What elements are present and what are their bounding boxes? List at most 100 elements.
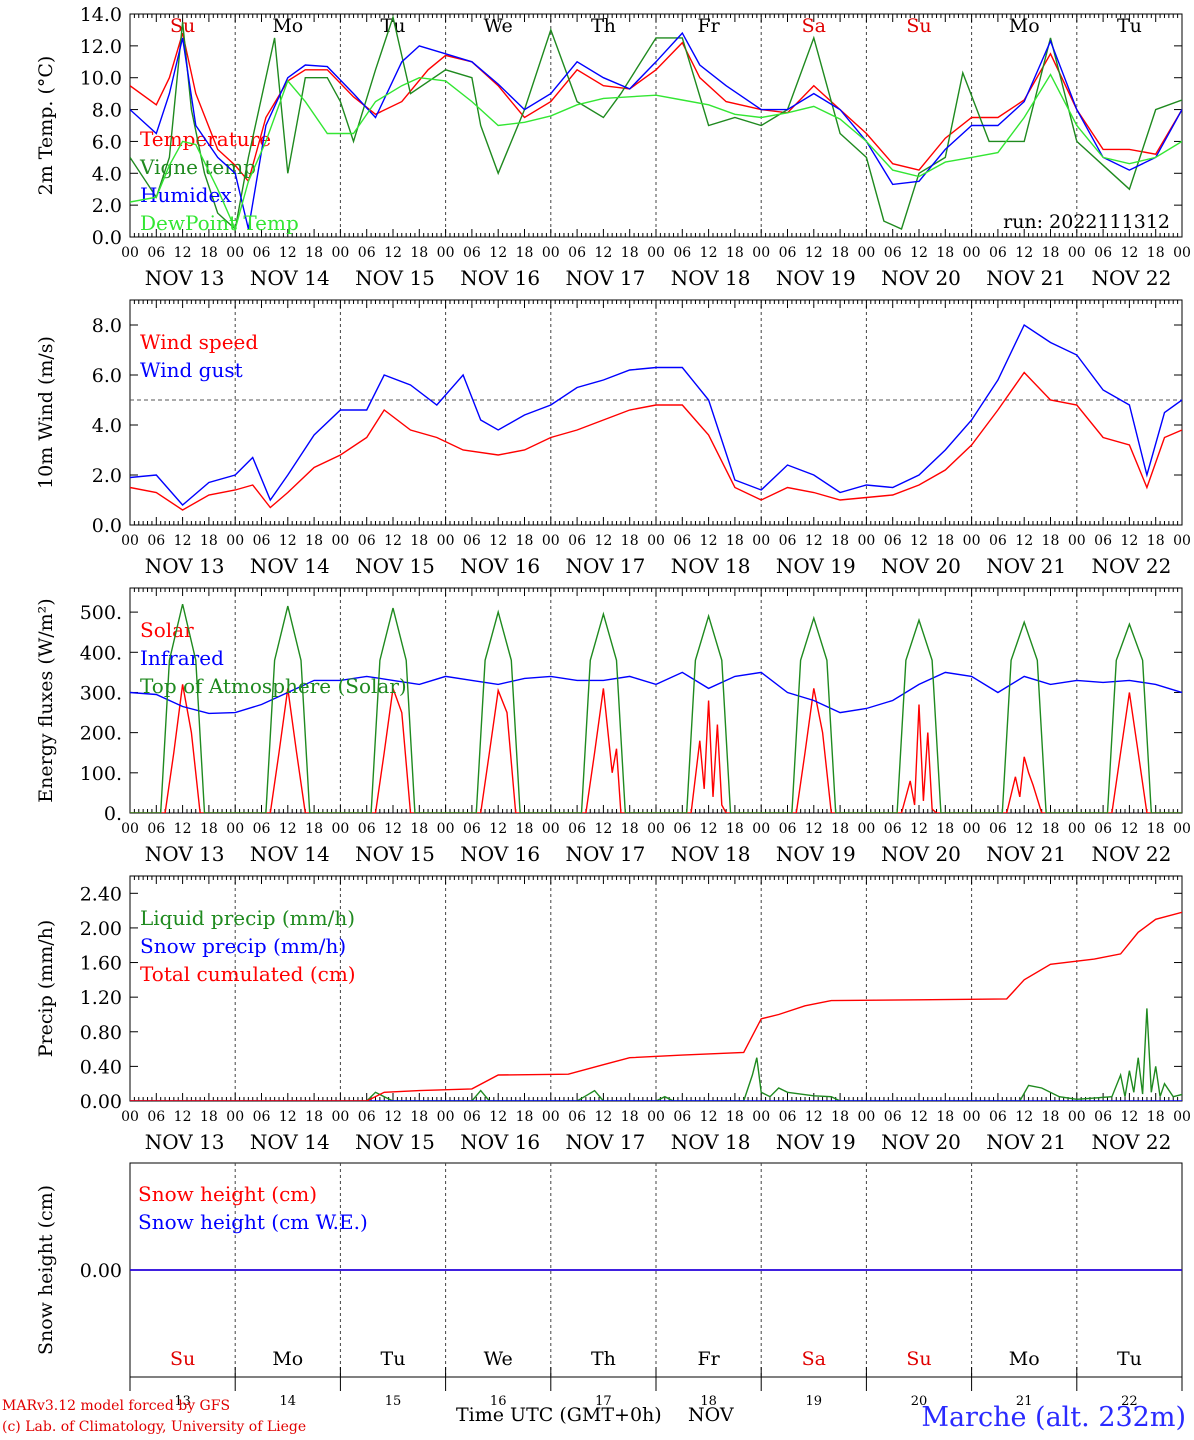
day-number-label: 17 (595, 1394, 612, 1409)
hour-tick-label: 12 (1120, 533, 1138, 549)
date-label: NOV 22 (1092, 554, 1172, 578)
hour-tick-label: 06 (884, 245, 902, 261)
legend-entry: Top of Atmosphere (Solar) (140, 674, 407, 698)
hour-tick-label: 12 (174, 1109, 192, 1125)
hour-tick-label: 06 (463, 245, 481, 261)
series-line-total-cumulated-cm (130, 911, 1182, 1101)
hour-tick-label: 12 (594, 245, 612, 261)
day-name-label: Th (591, 15, 616, 37)
hour-tick-label: 12 (910, 245, 928, 261)
y-tick-label: 0.40 (80, 1056, 122, 1078)
hour-tick-label: 00 (1173, 245, 1191, 261)
y-tick-label: 8.0 (92, 100, 122, 122)
hour-tick-label: 18 (726, 533, 744, 549)
panel-2: 0.0 2.0 4.0 6.0 8.0 10m Wind (m/s) 00 06 12 18 NOV… (35, 299, 1191, 578)
hour-tick-label: 00 (963, 533, 981, 549)
y-tick-label: 0.0 (92, 227, 122, 249)
hour-tick-label: 06 (147, 1109, 165, 1125)
y-tick-label: 4.0 (92, 163, 122, 185)
hour-tick-label: 12 (489, 821, 507, 837)
hour-tick-label: 18 (305, 1109, 323, 1125)
date-label: NOV 18 (671, 842, 751, 866)
legend-entry: Snow height (cm W.E.) (138, 1210, 368, 1234)
day-number-label: 16 (490, 1394, 507, 1409)
day-number-label: 21 (1016, 1394, 1033, 1409)
date-label: NOV 14 (250, 1130, 330, 1154)
series-line-solar (130, 684, 1182, 813)
hour-tick-label: 18 (305, 821, 323, 837)
hour-tick-label: 00 (542, 533, 560, 549)
hour-tick-label: 18 (516, 245, 534, 261)
hour-tick-label: 12 (805, 533, 823, 549)
hour-tick-label: 00 (647, 533, 665, 549)
y-tick-label: 0.00 (80, 1260, 122, 1282)
hour-tick-label: 18 (1147, 245, 1165, 261)
hour-tick-label: 12 (384, 245, 402, 261)
date-label: NOV 22 (1092, 842, 1172, 866)
day-name-label: Tu (381, 15, 406, 37)
hour-tick-label: 12 (1120, 1109, 1138, 1125)
y-axis-label: 2m Temp. (°C) (35, 56, 57, 196)
time-axis-title: Time UTC (GMT+0h) (456, 1404, 662, 1426)
hour-tick-label: 12 (279, 1109, 297, 1125)
date-label: NOV 20 (881, 842, 961, 866)
hour-tick-label: 06 (1094, 821, 1112, 837)
hour-tick-label: 00 (752, 533, 770, 549)
date-label: NOV 16 (460, 266, 540, 290)
hour-tick-label: 06 (253, 245, 271, 261)
date-label: NOV 15 (355, 1130, 435, 1154)
hour-tick-label: 12 (1120, 245, 1138, 261)
day-number-label: 22 (1121, 1394, 1138, 1409)
hour-tick-label: 06 (253, 821, 271, 837)
hour-tick-label: 18 (621, 1109, 639, 1125)
series-line-dewpoint-temp (130, 73, 1182, 232)
day-number-label: 18 (700, 1394, 717, 1409)
hour-tick-label: 06 (568, 1109, 586, 1125)
date-label: NOV 15 (355, 554, 435, 578)
hour-tick-label: 00 (857, 533, 875, 549)
lab-credit: (c) Lab. of Climatology, University of L… (2, 1419, 307, 1435)
hour-tick-label: 06 (779, 821, 797, 837)
hour-tick-label: 00 (121, 533, 139, 549)
legend-entry: Snow height (cm) (138, 1182, 317, 1206)
day-name-label: Mo (1009, 1348, 1040, 1370)
hour-tick-label: 18 (936, 245, 954, 261)
hour-tick-label: 18 (410, 1109, 428, 1125)
date-label: NOV 18 (671, 554, 751, 578)
hour-tick-label: 18 (410, 821, 428, 837)
y-axis-label: Snow height (cm) (35, 1185, 57, 1355)
date-label: NOV 16 (460, 842, 540, 866)
hour-tick-label: 12 (594, 533, 612, 549)
day-name-label: Su (906, 15, 931, 37)
hour-tick-label: 12 (700, 1109, 718, 1125)
y-tick-label: 14.0 (80, 4, 122, 26)
hour-tick-label: 06 (463, 821, 481, 837)
hour-tick-label: 00 (121, 1109, 139, 1125)
hour-tick-label: 06 (673, 533, 691, 549)
day-name-label: Fr (697, 1348, 720, 1370)
hour-tick-label: 06 (358, 533, 376, 549)
date-label: NOV 16 (460, 1130, 540, 1154)
hour-tick-label: 00 (226, 533, 244, 549)
day-name-label: We (484, 15, 513, 37)
hour-tick-label: 18 (516, 533, 534, 549)
hour-tick-label: 00 (752, 1109, 770, 1125)
hour-tick-label: 12 (910, 821, 928, 837)
day-name-label: Fr (697, 15, 720, 37)
legend-entry: DewPoint Temp (140, 211, 299, 235)
y-tick-label: 10.0 (80, 68, 122, 90)
hour-tick-label: 18 (1147, 533, 1165, 549)
hour-tick-label: 00 (437, 821, 455, 837)
hour-tick-label: 00 (542, 245, 560, 261)
day-name-label: We (484, 1348, 513, 1370)
hour-tick-label: 06 (358, 821, 376, 837)
y-tick-label: 0. (104, 803, 122, 825)
y-axis-label: Energy fluxes (W/m²) (35, 598, 57, 802)
date-label: NOV 21 (986, 842, 1066, 866)
legend-entry: Wind gust (140, 358, 243, 382)
hour-tick-label: 06 (673, 1109, 691, 1125)
hour-tick-label: 06 (147, 245, 165, 261)
hour-tick-label: 12 (279, 821, 297, 837)
hour-tick-label: 06 (779, 245, 797, 261)
